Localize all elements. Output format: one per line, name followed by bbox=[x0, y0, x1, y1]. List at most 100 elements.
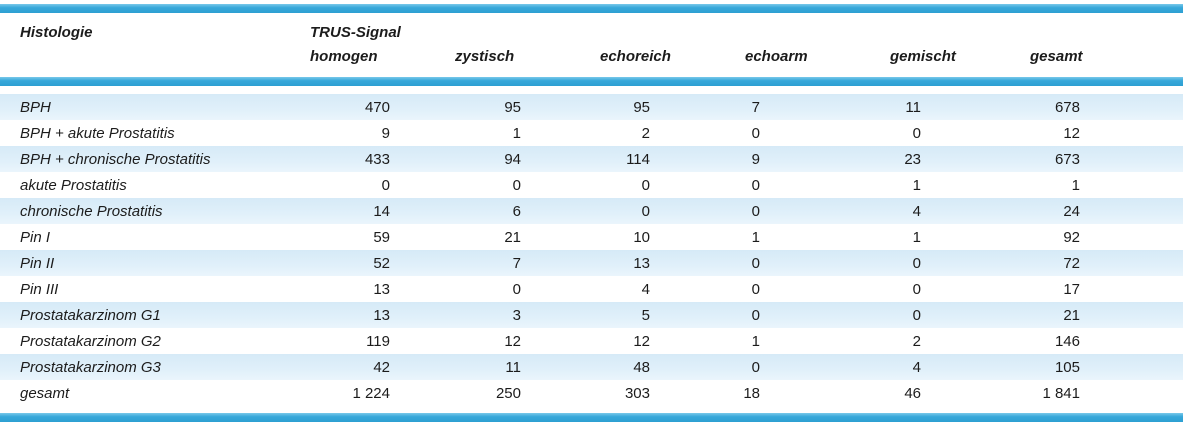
value-cell: 0 bbox=[512, 280, 521, 298]
value-cell: 48 bbox=[590, 354, 735, 380]
bottom-rule bbox=[0, 413, 1183, 422]
value-cell: 303 bbox=[624, 384, 650, 402]
value-cell: 72 bbox=[1020, 250, 1183, 276]
value-cell: 1 bbox=[912, 176, 921, 194]
value-cell: 14 bbox=[300, 198, 445, 224]
value-cell: 11 bbox=[445, 354, 590, 380]
value-cell: 7 bbox=[735, 94, 880, 120]
value-cell: 3 bbox=[445, 302, 590, 328]
value-cell: 0 bbox=[735, 354, 880, 380]
value-cell: 6 bbox=[445, 198, 590, 224]
value-cell: 7 bbox=[445, 250, 590, 276]
table-row: Prostatakarzinom G1 13 3 5 0 0 21 bbox=[0, 302, 1183, 328]
value-cell: 11 bbox=[880, 94, 1020, 120]
value-cell: 9 bbox=[381, 124, 390, 142]
column-header-echoarm: echoarm bbox=[745, 48, 808, 65]
histology-trus-table: BPH 470 95 95 7 11 678 BPH + akute Prostatitis 9… bbox=[0, 94, 1183, 406]
value-cell: 1 bbox=[751, 228, 760, 246]
value-cell: 1 bbox=[912, 228, 921, 246]
value-cell: 0 bbox=[735, 198, 880, 224]
column-header-histologie: Histologie bbox=[20, 24, 93, 41]
table-row: Pin III 13 0 4 0 0 17 bbox=[0, 276, 1183, 302]
table-row: chronische Prostatitis 14 6 0 0 4 24 bbox=[0, 198, 1183, 224]
value-cell: 250 bbox=[495, 384, 521, 402]
value-cell: 0 bbox=[590, 198, 735, 224]
value-cell: 59 bbox=[373, 228, 390, 246]
value-cell: 12 bbox=[504, 332, 521, 350]
value-cell: 1 bbox=[512, 124, 521, 142]
value-cell: 470 bbox=[300, 94, 445, 120]
value-cell: 95 bbox=[445, 94, 590, 120]
value-cell: 23 bbox=[880, 146, 1020, 172]
table-row: Prostatakarzinom G3 42 11 48 0 4 105 bbox=[0, 354, 1183, 380]
value-cell: 0 bbox=[912, 124, 921, 142]
row-label: gesamt bbox=[20, 384, 70, 402]
value-cell: 119 bbox=[366, 332, 390, 350]
value-cell: 2 bbox=[641, 124, 650, 142]
value-cell: 673 bbox=[1020, 146, 1183, 172]
value-cell: 9 bbox=[735, 146, 880, 172]
value-cell: 0 bbox=[751, 124, 760, 142]
row-label: Pin I bbox=[20, 228, 51, 246]
value-cell: 433 bbox=[300, 146, 445, 172]
value-cell: 13 bbox=[300, 302, 445, 328]
value-cell: 46 bbox=[904, 384, 921, 402]
group-header-trus-signal: TRUS-Signal bbox=[310, 24, 401, 41]
value-cell: 114 bbox=[590, 146, 735, 172]
value-cell: 42 bbox=[300, 354, 445, 380]
value-cell: 95 bbox=[590, 94, 735, 120]
row-label: BPH + akute Prostatitis bbox=[20, 124, 175, 142]
value-cell: 1 bbox=[1071, 176, 1080, 194]
table-row: gesamt 1 224 250 303 18 46 1 841 bbox=[0, 380, 1183, 406]
value-cell: 105 bbox=[1020, 354, 1183, 380]
value-cell: 17 bbox=[1063, 280, 1080, 298]
value-cell: 21 bbox=[1020, 302, 1183, 328]
value-cell: 0 bbox=[751, 280, 760, 298]
value-cell: 1 bbox=[751, 332, 760, 350]
table-row: BPH + akute Prostatitis 9 1 2 0 0 12 bbox=[0, 120, 1183, 146]
value-cell: 4 bbox=[641, 280, 650, 298]
table-row: BPH 470 95 95 7 11 678 bbox=[0, 94, 1183, 120]
value-cell: 1 224 bbox=[352, 384, 390, 402]
column-header-gesamt: gesamt bbox=[1030, 48, 1083, 65]
table-row: Pin I 59 21 10 1 1 92 bbox=[0, 224, 1183, 250]
value-cell: 0 bbox=[735, 250, 880, 276]
value-cell: 0 bbox=[751, 176, 760, 194]
row-label: akute Prostatitis bbox=[20, 176, 127, 194]
header-rule bbox=[0, 77, 1183, 86]
table-body: BPH 470 95 95 7 11 678 BPH + akute Prostatitis 9… bbox=[0, 94, 1183, 406]
value-cell: 10 bbox=[633, 228, 650, 246]
value-cell: 12 bbox=[633, 332, 650, 350]
value-cell: 0 bbox=[880, 250, 1020, 276]
row-label: Prostatakarzinom G1 bbox=[0, 302, 300, 328]
value-cell: 5 bbox=[590, 302, 735, 328]
row-label: Prostatakarzinom G3 bbox=[0, 354, 300, 380]
top-rule bbox=[0, 4, 1183, 13]
row-label: Pin II bbox=[0, 250, 300, 276]
value-cell: 146 bbox=[1054, 332, 1080, 350]
row-label: BPH + chronische Prostatitis bbox=[0, 146, 300, 172]
value-cell: 13 bbox=[373, 280, 390, 298]
value-cell: 12 bbox=[1063, 124, 1080, 142]
table-row: BPH + chronische Prostatitis 433 94 114 9 23 6… bbox=[0, 146, 1183, 172]
value-cell: 0 bbox=[381, 176, 390, 194]
value-cell: 92 bbox=[1063, 228, 1080, 246]
value-cell: 4 bbox=[880, 354, 1020, 380]
value-cell: 0 bbox=[912, 280, 921, 298]
table-row: Prostatakarzinom G2 119 12 12 1 2 146 bbox=[0, 328, 1183, 354]
value-cell: 2 bbox=[912, 332, 921, 350]
value-cell: 0 bbox=[641, 176, 650, 194]
value-cell: 1 841 bbox=[1042, 384, 1080, 402]
value-cell: 13 bbox=[590, 250, 735, 276]
table-header: Histologie TRUS-Signal homogen zystisch … bbox=[0, 13, 1183, 77]
value-cell: 94 bbox=[445, 146, 590, 172]
table-row: Pin II 52 7 13 0 0 72 bbox=[0, 250, 1183, 276]
value-cell: 0 bbox=[880, 302, 1020, 328]
column-header-homogen: homogen bbox=[310, 48, 378, 65]
value-cell: 18 bbox=[743, 384, 760, 402]
table-row: akute Prostatitis 0 0 0 0 1 1 bbox=[0, 172, 1183, 198]
value-cell: 21 bbox=[504, 228, 521, 246]
value-cell: 4 bbox=[880, 198, 1020, 224]
row-label: Prostatakarzinom G2 bbox=[20, 332, 161, 350]
